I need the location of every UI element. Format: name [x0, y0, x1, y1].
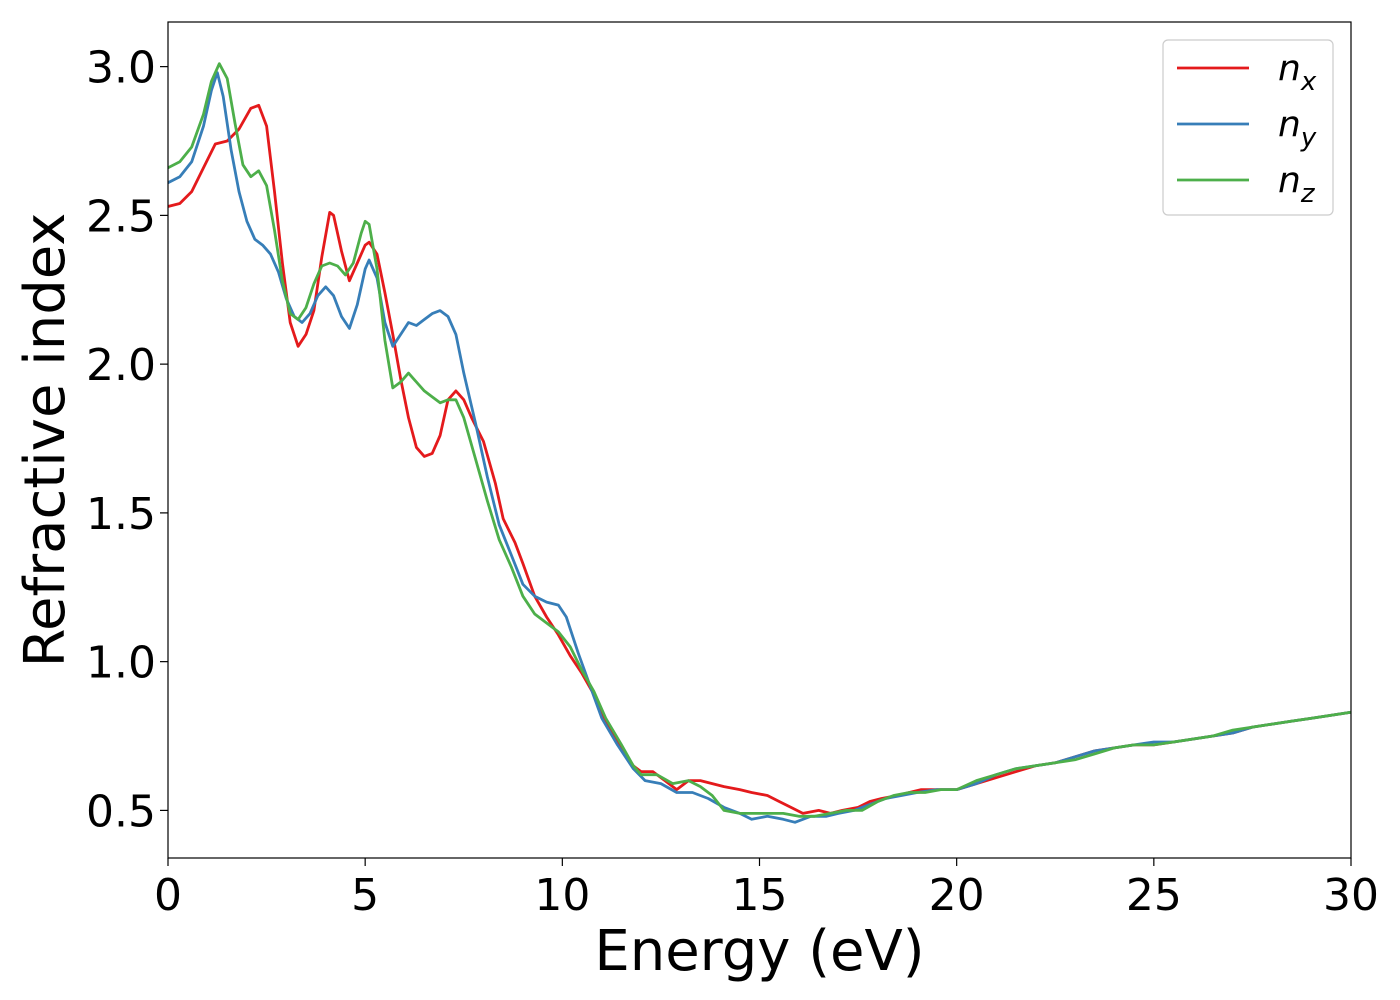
series-line-z	[168, 62, 1351, 818]
y-tick-label: 0.5	[86, 786, 156, 837]
y-axis-title: Refractive index	[13, 213, 78, 668]
y-tick-label: 1.0	[86, 638, 156, 689]
x-tick-label: 10	[534, 870, 590, 921]
x-tick-label: 0	[154, 870, 182, 921]
x-tick-label: 20	[929, 870, 985, 921]
legend-label-z: nz	[1278, 160, 1316, 209]
legend-label-x: nx	[1278, 48, 1317, 97]
y-axis-ticks: 0.5 1.0 1.5 2.0 2.5 3.0	[86, 43, 168, 837]
y-tick-label: 2.5	[86, 191, 156, 242]
x-tick-label: 30	[1323, 870, 1379, 921]
y-tick-label: 1.5	[86, 489, 156, 540]
x-axis-ticks: 0 5 10 15 20 25 30	[154, 858, 1379, 921]
x-axis-title: Energy (eV)	[594, 919, 924, 984]
x-tick-label: 5	[351, 870, 379, 921]
legend-box	[1162, 39, 1334, 216]
legend: nx ny nz	[1162, 39, 1334, 216]
x-tick-label: 25	[1126, 870, 1182, 921]
x-tick-label: 15	[732, 870, 788, 921]
y-tick-label: 3.0	[86, 43, 156, 94]
y-tick-label: 2.0	[86, 340, 156, 391]
series-layer	[168, 62, 1351, 824]
legend-entries: nx ny nz	[1177, 48, 1317, 209]
legend-label-y: ny	[1278, 104, 1317, 153]
